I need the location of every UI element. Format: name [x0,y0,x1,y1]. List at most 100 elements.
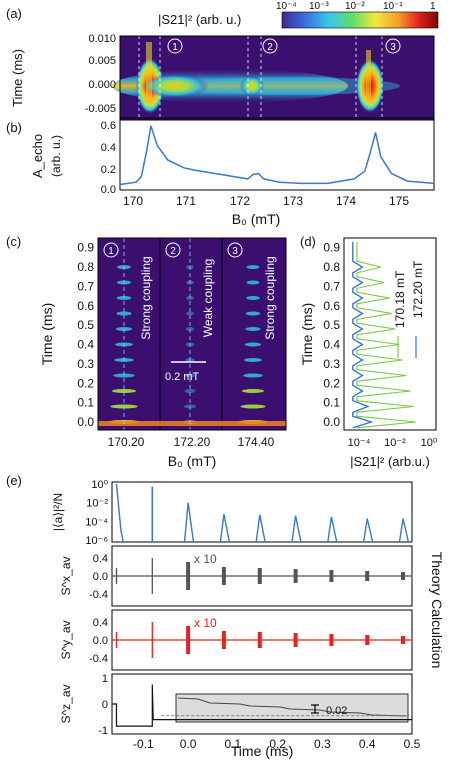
line-chart-d [343,237,437,431]
b-series-line [119,125,435,186]
c-yticks: 0.9 0.8 0.7 0.6 0.5 0.4 0.3 0.2 0.1 0.0 [77,241,94,429]
e-ylabel-1: |⟨a⟩|²/N [51,493,65,531]
c-ytick: 0.2 [77,376,94,390]
e-row2-ytick: 0.4 [93,553,108,565]
d-ytick: 0.1 [323,396,340,410]
e-xtick: 0.0 [180,737,197,751]
c-strong-3: Strong coupling [263,256,277,339]
e-a-echo [183,502,195,543]
e-row2-ytick: -0.4 [89,589,108,601]
e-xticks: -0.1 0.0 0.1 0.2 0.3 0.4 0.5 [133,737,421,751]
c-ytick: 0.0 [77,415,94,429]
e-yticks: 10⁰ 10⁻² 10⁻⁴ 10⁻⁶ 0.4 0.0 -0.4 0.4 0.0 -0.4 1 0 -1 [85,479,108,737]
d-series-2 [352,241,374,429]
e-xtick: 0.3 [314,737,331,751]
e-sy-echo [221,631,226,649]
e-sx-echo [329,570,334,582]
e-sx-echo [186,562,191,590]
e-sy-echo [329,634,334,646]
heatmap-a [112,35,435,121]
e-ylabel-3: S^y_av [59,621,73,660]
c-xtick-0: 170.20 [108,435,145,449]
e-row3-ytick: 0.0 [93,635,108,647]
d-ytick: 0.9 [323,241,340,255]
d-ytick: 0.7 [323,279,340,293]
b-xtick-3: 173 [283,194,303,208]
line-chart-b [119,117,435,191]
e-xtick: 0.2 [269,737,286,751]
d-ytick: 0.6 [323,299,340,313]
heatmap-c [97,237,287,431]
c-echo-spot [246,265,260,270]
e-x10-sx: x 10 [194,552,217,566]
b-ytick-1: 0.4 [101,142,116,154]
c-scalebar-label: 0.2 mT [165,371,200,383]
panel-label-a: (a) [6,6,22,21]
b-yticks: 0.6 0.4 0.2 0.0 [101,120,116,196]
d-xlabel: |S21|² (arb.u.) [350,454,430,469]
d-ytick: 0.8 [323,260,340,274]
colorbar [281,11,439,29]
d-ytick: 0.3 [323,357,340,371]
e-xtick: -0.1 [133,737,154,751]
c-echo-spot [243,373,263,378]
a-ytick-3: -0.005 [85,103,116,115]
e-a-echo [398,518,410,543]
b-ytick-0: 0.6 [101,120,116,132]
d-ytick: 0.0 [323,415,340,429]
d-xtick-1: 10⁻² [384,437,406,449]
e-sx-echo [221,567,226,585]
panel-label-b: (b) [6,120,22,135]
e-inset-label: 0.02 [326,705,347,717]
marker-1-c: 1 [108,246,114,257]
c-ytick: 0.7 [77,279,94,293]
e-a-echo [362,518,374,543]
c-echo-spot [116,311,132,316]
d-xtick-0: 10⁻⁴ [348,437,371,449]
c-ytick: 0.9 [77,241,94,255]
e-sy-echo [293,633,298,647]
e-row1-ytick: 10⁻⁴ [85,516,108,528]
sz-inset [175,693,409,723]
e-a-echo [255,514,266,543]
b-xlabel: B₀ (mT) [232,211,281,227]
c-echo-spot [245,311,261,316]
b-xtick-1: 171 [176,194,196,208]
b-xtick-0: 170 [123,194,143,208]
colorbar-title: |S21|² (arb. u.) [158,12,241,27]
b-ytick-2: 0.2 [101,164,116,176]
b-ytick-3: 0.0 [101,184,116,196]
e-sy-echo [186,626,191,654]
e-sx-echo [365,571,370,581]
e-a-echo [327,516,338,543]
c-echo-spot [184,389,196,393]
e-sx-echo [401,572,405,580]
e-sy-echo [401,636,405,644]
c-echo-spot [184,373,196,378]
c-ytick: 0.1 [77,396,94,410]
e-sx-echo [293,569,298,583]
c-weak: Weak coupling [201,259,215,338]
c-xlabel: B₀ (mT) [168,453,217,469]
e-xtick: 0.5 [404,737,421,751]
c-xtick-2: 174.40 [238,435,275,449]
e-sx-echo [257,568,262,584]
e-row4-ytick: 0 [102,699,108,711]
marker-1-a: 1 [172,42,178,53]
c-echo-spot [246,296,260,300]
a-ytick-2: 0.000 [88,79,116,91]
e-row3-ytick: 0.4 [93,617,108,629]
sz-inset-trace [177,697,407,717]
c-ytick: 0.4 [77,338,94,352]
e-row1-ytick: 10⁻² [86,498,108,510]
c-echo-spot [244,358,262,362]
colorbar-tick-4: 1 [430,1,436,12]
e-sy-echo [257,632,262,648]
c-echo-spot [244,342,262,347]
colorbar-tick-3: 10⁻¹ [383,1,403,12]
a-ytick-1: 0.005 [88,55,116,67]
panel-label-e: (e) [6,473,22,488]
b-ylabel-2: (arb. u.) [49,135,63,177]
e-ylabel-2: S^x_av [59,557,73,596]
